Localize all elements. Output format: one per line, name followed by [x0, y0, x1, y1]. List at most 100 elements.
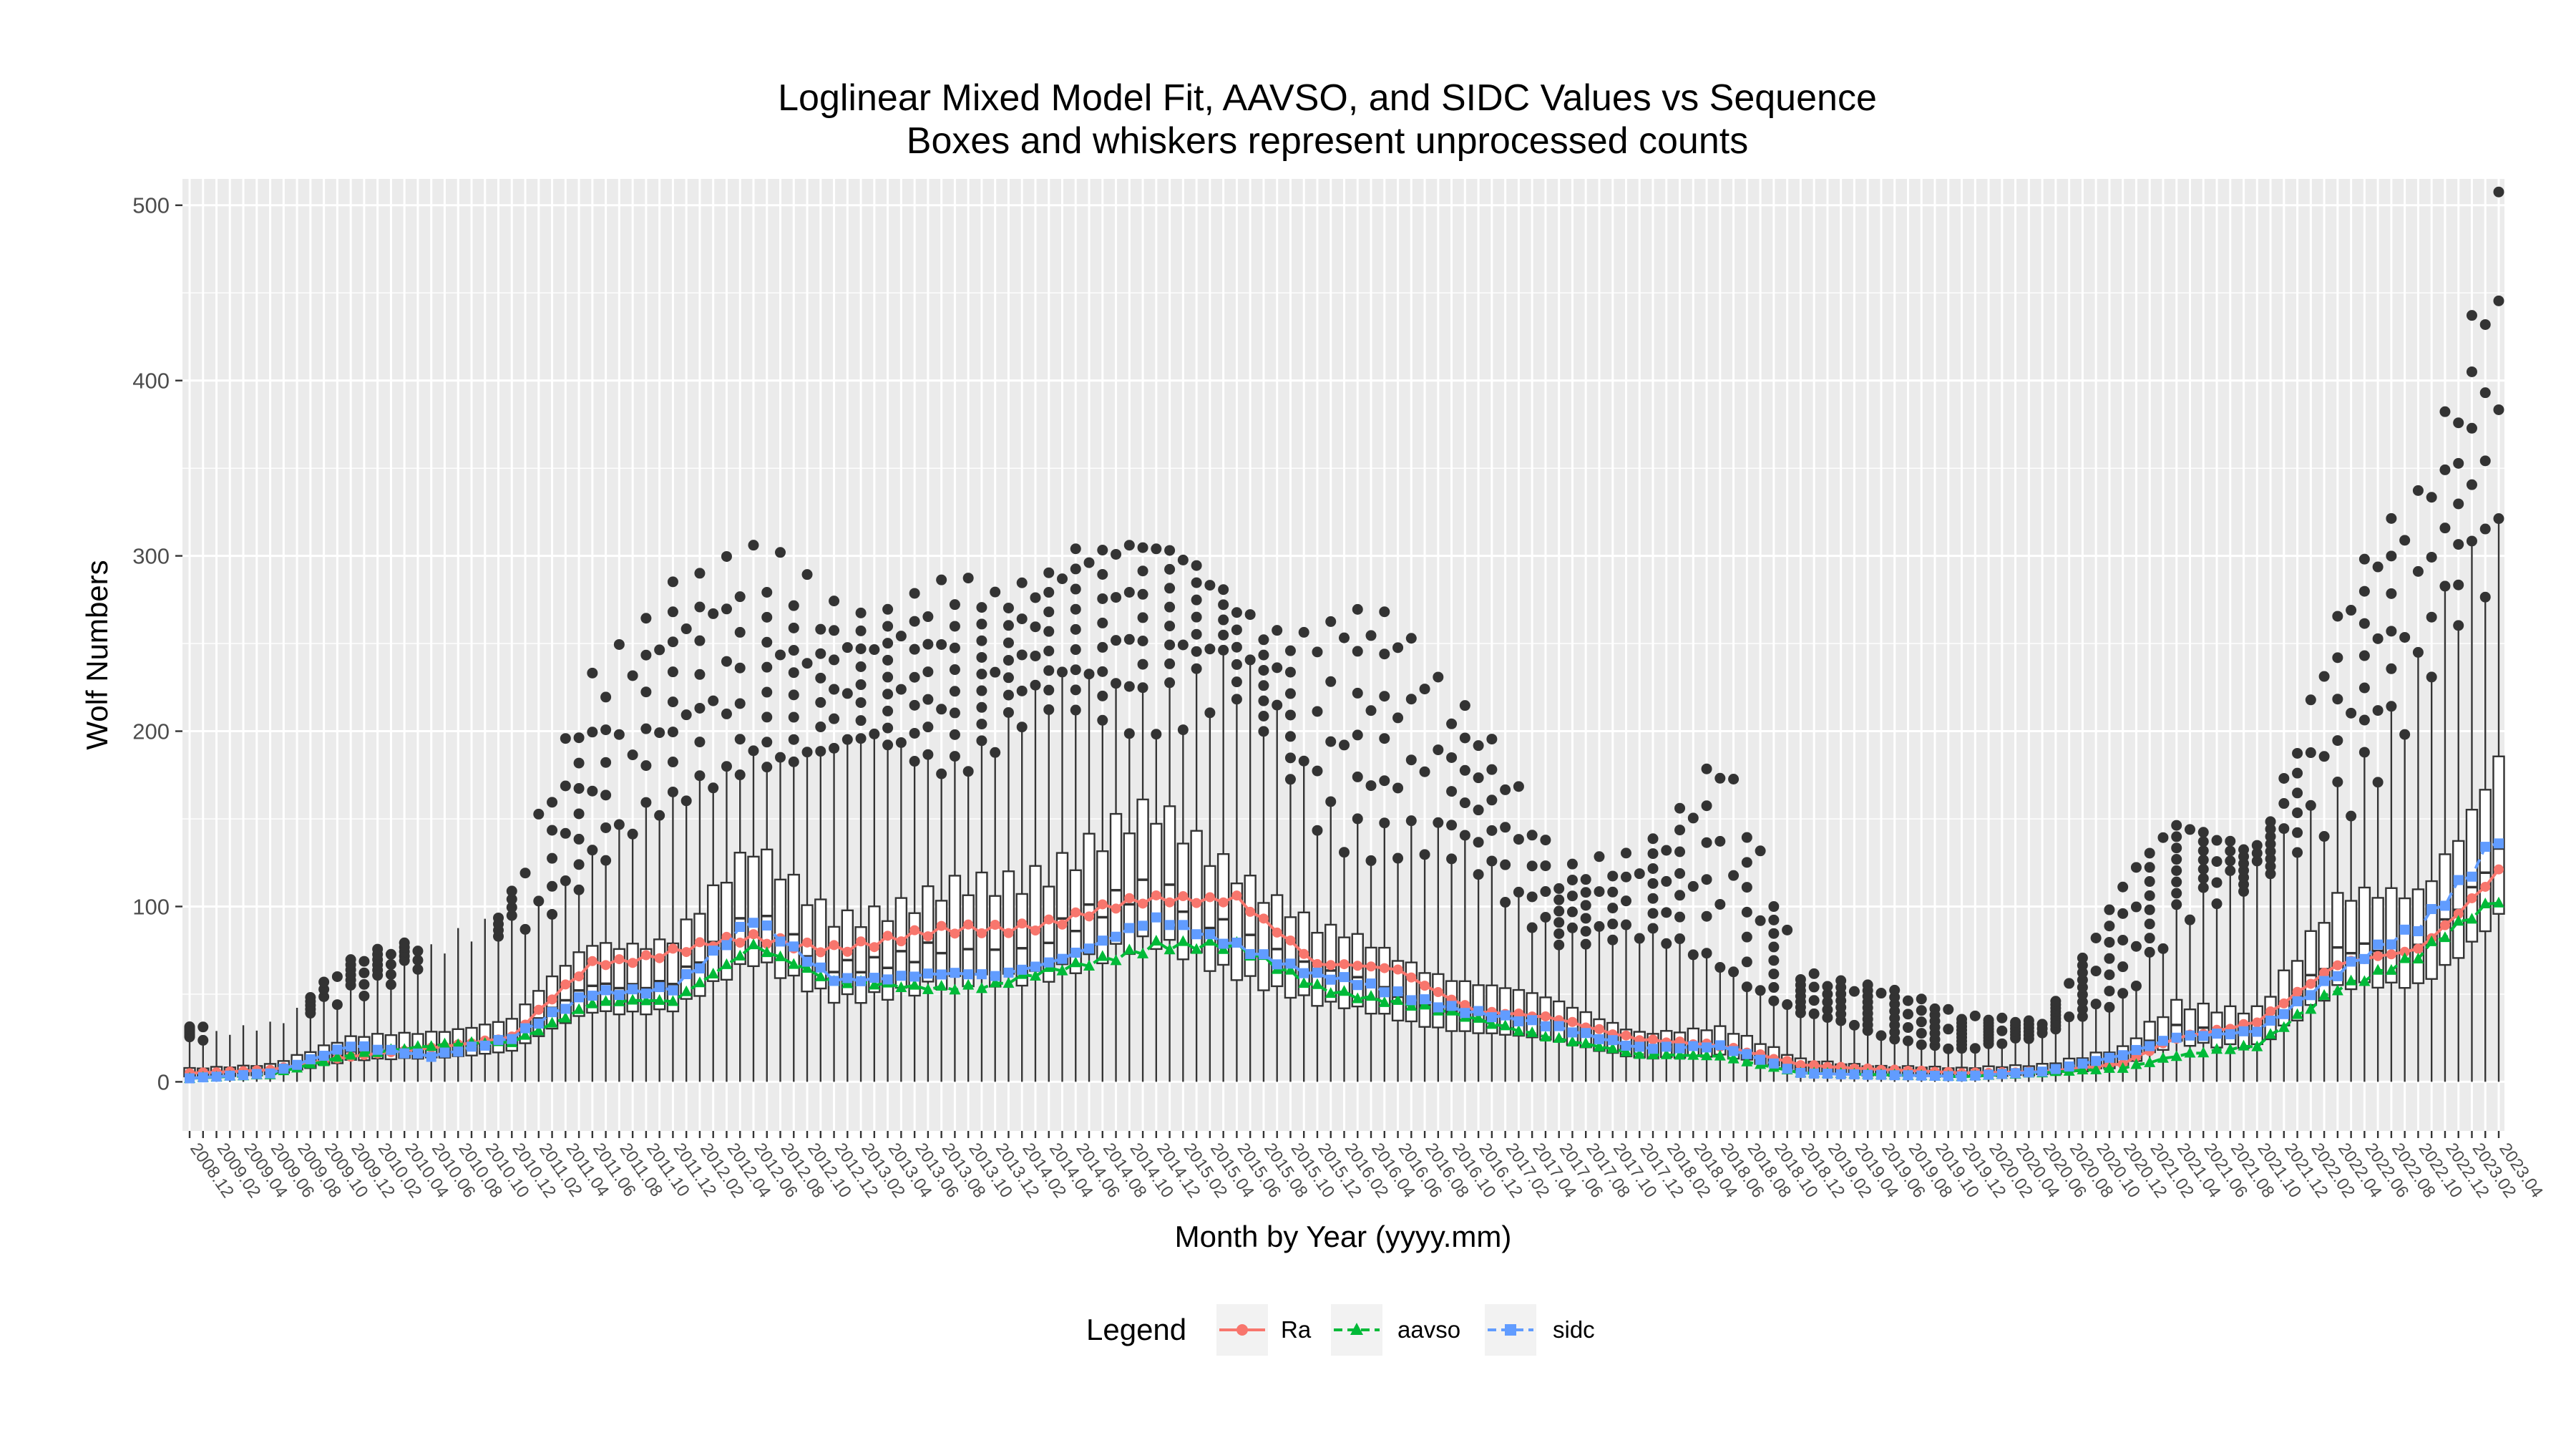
box-outlier [1419, 766, 1430, 777]
series-point-aavso [1687, 1049, 1699, 1060]
box-outlier [1164, 583, 1176, 594]
box-outlier [909, 699, 920, 711]
series-point-sidc [1285, 958, 1296, 969]
box-outlier [2332, 777, 2343, 788]
series-point-aavso [2211, 1043, 2223, 1054]
box-iqr [2398, 897, 2411, 989]
box-outlier [1284, 666, 1296, 678]
box-outlier [2332, 652, 2343, 664]
box-outlier [2050, 996, 2062, 1007]
box-outlier [1768, 914, 1780, 925]
series-point-sidc [1500, 1010, 1511, 1021]
series-point-sidc [1299, 968, 1309, 978]
series-point-aavso [1204, 935, 1216, 946]
box-outlier [1258, 649, 1269, 661]
box-outlier [2104, 1001, 2115, 1013]
box-iqr [2452, 840, 2465, 959]
series-point-sidc [1231, 937, 1242, 948]
box-outlier [1379, 817, 1390, 829]
box-outlier [1312, 765, 1323, 777]
series-point-aavso [1110, 954, 1122, 966]
box-outlier [358, 978, 370, 990]
box-outlier [1002, 620, 1014, 631]
box-outlier [1379, 775, 1390, 787]
box-outlier [1768, 941, 1780, 953]
box-outlier [600, 789, 612, 801]
series-point-sidc [1473, 1006, 1484, 1016]
box-outlier [949, 729, 960, 740]
series-point-aavso [1352, 992, 1364, 1004]
box-iqr [1015, 893, 1028, 987]
box-outlier [761, 636, 773, 648]
series-point-sidc [1420, 994, 1430, 1005]
box-outlier [1808, 968, 1820, 979]
series-point-sidc [1124, 923, 1135, 933]
box-outlier [640, 613, 652, 624]
series-point-sidc [1406, 995, 1417, 1006]
box-outlier [1272, 699, 1283, 711]
series-point-sidc [1714, 1040, 1725, 1051]
series-point-sidc [1996, 1069, 2007, 1079]
series-point-sidc [2252, 1026, 2263, 1037]
series-point-sidc [1755, 1054, 1766, 1065]
box-outlier [1433, 817, 1444, 828]
box-outlier [506, 910, 517, 921]
series-point-sidc [2494, 838, 2504, 849]
series-point-Ra [842, 946, 853, 957]
series-point-sidc [1272, 959, 1282, 970]
series-point-aavso [667, 995, 679, 1006]
series-point-aavso [1566, 1035, 1579, 1046]
series-point-sidc [869, 973, 879, 983]
series-point-aavso [949, 983, 961, 995]
box-outlier [1164, 658, 1176, 669]
box-outlier [1204, 707, 1216, 719]
box-outlier [909, 643, 920, 655]
box-outlier [2292, 787, 2303, 799]
series-point-sidc [1674, 1043, 1685, 1054]
box-outlier [2104, 920, 2115, 932]
box-outlier [1768, 982, 1780, 993]
box-outlier [1191, 560, 1202, 571]
series-point-Ra [2252, 1017, 2263, 1028]
box-outlier [2426, 551, 2437, 563]
box-outlier [1030, 679, 1041, 691]
series-point-Ra [1191, 898, 1202, 908]
box-outlier [909, 588, 920, 599]
series-point-sidc [1191, 929, 1202, 940]
box-outlier [829, 684, 840, 695]
box-outlier [1352, 771, 1363, 782]
box-outlier [2358, 585, 2370, 597]
box-outlier [2278, 772, 2290, 784]
series-point-aavso [1485, 1018, 1498, 1029]
box-outlier [721, 708, 732, 719]
series-point-sidc [2373, 939, 2384, 950]
box-outlier [2104, 904, 2115, 915]
box-outlier [895, 631, 907, 642]
series-point-Ra [802, 937, 813, 948]
box-outlier [2358, 682, 2370, 694]
box-outlier [1929, 1003, 1941, 1014]
box-outlier [573, 783, 585, 794]
box-iqr [1432, 973, 1445, 1029]
series-point-aavso [1580, 1037, 1592, 1049]
series-point-sidc [197, 1072, 208, 1083]
series-point-sidc [829, 976, 839, 986]
series-point-sidc [1835, 1069, 1846, 1079]
y-axis-label: Wolf Numbers [80, 560, 114, 749]
box-outlier [1473, 837, 1484, 848]
legend-title: Legend [1086, 1313, 1186, 1346]
series-point-Ra [761, 938, 772, 949]
box-outlier [761, 762, 773, 773]
series-point-aavso [1338, 985, 1350, 996]
box-outlier [1795, 973, 1806, 985]
series-point-Ra [1272, 927, 1282, 938]
box-outlier [788, 600, 799, 611]
box-outlier [1553, 894, 1565, 905]
box-outlier [1902, 1022, 1913, 1034]
box-outlier [1943, 1043, 1954, 1054]
box-outlier [2466, 422, 2477, 434]
box-outlier [1566, 874, 1578, 885]
box-outlier [1244, 609, 1256, 621]
box-outlier [2346, 707, 2357, 719]
series-point-sidc [574, 992, 585, 1003]
